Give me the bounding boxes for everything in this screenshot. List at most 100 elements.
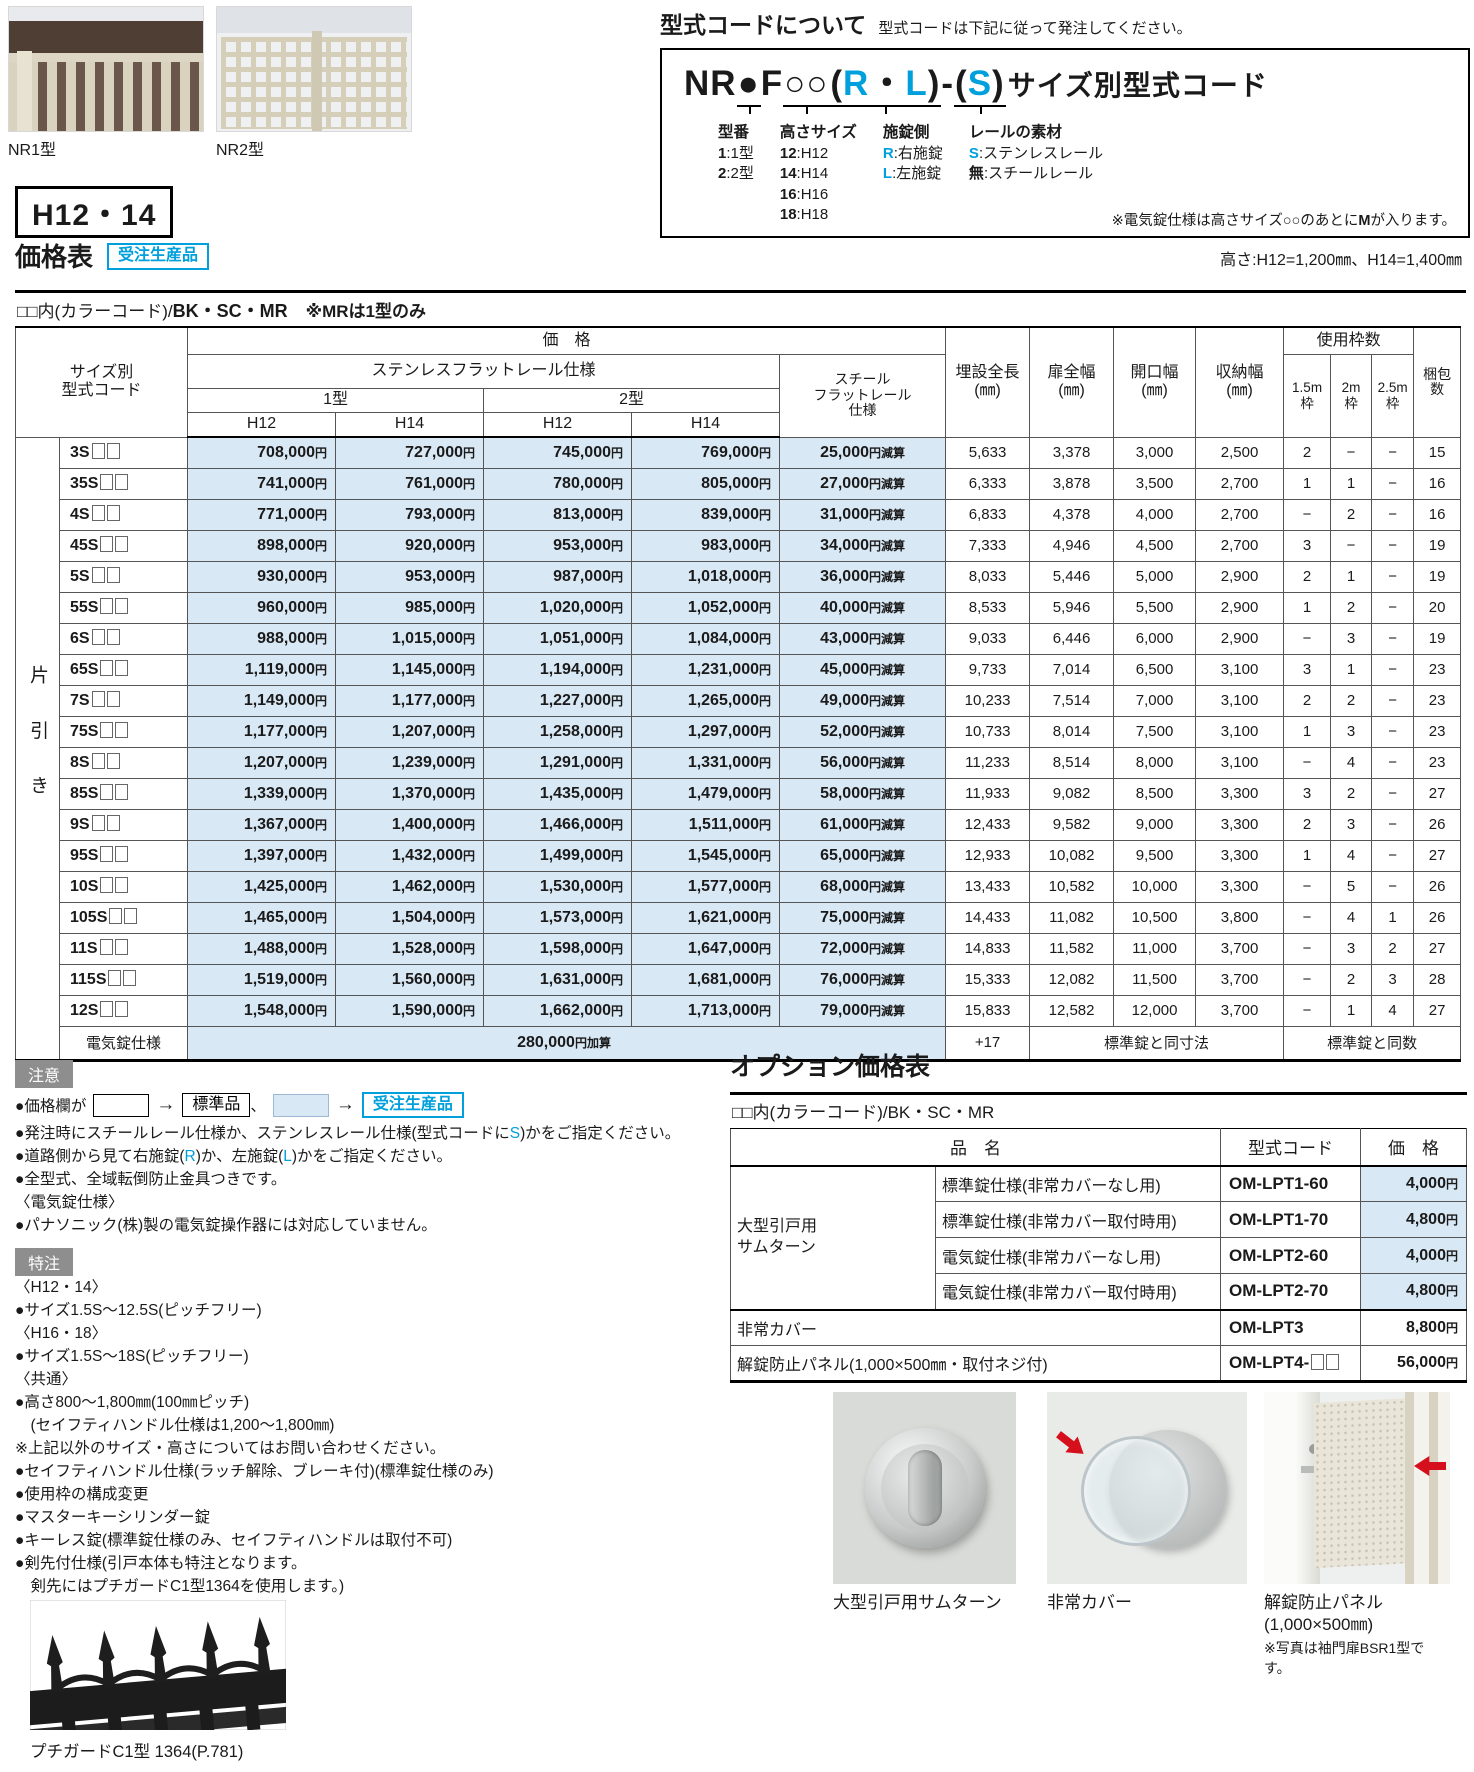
price-unit: 円 bbox=[315, 569, 328, 584]
price-unit: 円 bbox=[759, 569, 772, 584]
storage-width: 3,700 bbox=[1195, 963, 1285, 996]
price-unit: 円減算 bbox=[869, 755, 906, 770]
price-unit: 円 bbox=[315, 538, 328, 553]
price-number: 953,000 bbox=[405, 567, 463, 585]
buried-length: 7,333 bbox=[945, 529, 1031, 562]
price-unit: 円 bbox=[611, 569, 624, 584]
price-number: 1,331,000 bbox=[687, 753, 759, 771]
price-number: 1,149,000 bbox=[243, 691, 315, 709]
color-code-box bbox=[115, 660, 129, 676]
price-number: 1,590,000 bbox=[391, 1001, 463, 1019]
table-row: 55S 960,000円 985,000円 1,020,000円 1,052,000円 4… bbox=[16, 591, 1462, 624]
col-opening-width: 開口幅 (㎜) bbox=[1113, 326, 1197, 438]
price-unit: 円減算 bbox=[869, 724, 906, 739]
code-f: F bbox=[760, 64, 784, 103]
frames-1-5m: − bbox=[1283, 994, 1332, 1027]
price-unit: 円 bbox=[1445, 1212, 1458, 1227]
price-cell: 1,530,000円 bbox=[483, 870, 633, 903]
price-number: 1,425,000 bbox=[243, 877, 315, 895]
price-table-title: 価格表 bbox=[15, 241, 94, 272]
price-unit: 円 bbox=[1445, 1284, 1458, 1299]
price-number: 45,000 bbox=[820, 660, 869, 678]
price-cell: 1,145,000円 bbox=[335, 653, 485, 686]
code-lock-side: (R・L) bbox=[829, 66, 942, 114]
thumbturn-knob bbox=[864, 1428, 985, 1548]
frames-2m: 2 bbox=[1330, 498, 1373, 531]
door-width: 12,582 bbox=[1029, 994, 1115, 1027]
frames-2m: 2 bbox=[1330, 963, 1373, 996]
size-code: 5S bbox=[58, 560, 189, 593]
frames-2m: 3 bbox=[1330, 715, 1373, 748]
size-code: 4S bbox=[58, 498, 189, 531]
buried-length: 6,333 bbox=[945, 467, 1031, 500]
price-number: 839,000 bbox=[701, 505, 759, 523]
legend-item: 14:H14 bbox=[780, 164, 857, 184]
color-code-box bbox=[124, 908, 138, 924]
price-cell: 761,000円 bbox=[335, 467, 485, 500]
price-unit: 円 bbox=[315, 724, 328, 739]
price-cell: 1,573,000円 bbox=[483, 901, 633, 934]
figure-nr1: NR1型 bbox=[8, 6, 204, 160]
price-cell: 1,577,000円 bbox=[631, 870, 781, 903]
price-number: 1,258,000 bbox=[539, 722, 611, 740]
price-unit: 円 bbox=[759, 755, 772, 770]
steel-deduction-cell: 36,000円減算 bbox=[779, 560, 947, 593]
legend-desc: :右施錠 bbox=[893, 145, 943, 162]
col-price: 価 格 bbox=[187, 326, 947, 355]
package-count: 27 bbox=[1413, 932, 1462, 965]
price-unit: 円減算 bbox=[869, 631, 906, 646]
price-number: 1,577,000 bbox=[687, 877, 759, 895]
option-model-code: OM-LPT2-60 bbox=[1220, 1237, 1361, 1274]
col-height-h14: H14 bbox=[631, 411, 781, 438]
price-number: 745,000 bbox=[553, 443, 611, 461]
price-cell: 987,000円 bbox=[483, 560, 633, 593]
legend-key: 2 bbox=[718, 165, 727, 183]
price-cell: 985,000円 bbox=[335, 591, 485, 624]
price-cell: 1,499,000円 bbox=[483, 839, 633, 872]
arrow-icon: → bbox=[156, 1094, 176, 1115]
price-number: 4,800 bbox=[1405, 1210, 1446, 1228]
option-model-code: OM-LPT4- bbox=[1220, 1345, 1361, 1382]
color-code-box bbox=[100, 722, 114, 738]
buried-length: 8,533 bbox=[945, 591, 1031, 624]
price-unit: 円 bbox=[1445, 1248, 1458, 1263]
package-count: 23 bbox=[1413, 653, 1462, 686]
price-number: 1,367,000 bbox=[243, 815, 315, 833]
table-row: 5S 930,000円 953,000円 987,000円 1,018,000円 36,0… bbox=[16, 560, 1462, 593]
price-unit: 円減算 bbox=[869, 507, 906, 522]
price-number: 1,488,000 bbox=[243, 939, 315, 957]
frames-1-5m: 1 bbox=[1283, 715, 1332, 748]
price-unit: 円 bbox=[759, 879, 772, 894]
color-code-box bbox=[91, 629, 105, 645]
price-number: 1,466,000 bbox=[539, 815, 611, 833]
price-unit: 円 bbox=[315, 693, 328, 708]
price-unit: 円 bbox=[463, 476, 476, 491]
color-code-box bbox=[100, 474, 114, 490]
legend-key: R bbox=[882, 145, 894, 162]
custom-order-line: ●使用枠の構成変更 bbox=[15, 1486, 149, 1503]
package-count: 27 bbox=[1413, 777, 1462, 810]
price-number: 52,000 bbox=[820, 722, 869, 740]
price-unit: 円 bbox=[759, 600, 772, 615]
storage-width: 2,500 bbox=[1195, 436, 1285, 469]
price-cell: 1,519,000円 bbox=[187, 963, 337, 996]
option-row: 電気錠仕様(非常カバー取付時用) OM-LPT2-70 4,800円 bbox=[731, 1273, 1467, 1310]
unlock-panel-caption: 解錠防止パネル (1,000×500㎜) bbox=[1264, 1593, 1383, 1635]
opt-col-name: 品 名 bbox=[730, 1127, 1221, 1167]
price-cell: 793,000円 bbox=[335, 498, 485, 531]
price-unit: 円 bbox=[1445, 1320, 1458, 1335]
frames-2-5m: − bbox=[1371, 715, 1415, 748]
frames-2-5m: − bbox=[1371, 529, 1415, 562]
price-unit: 円 bbox=[463, 1003, 476, 1018]
frames-1-5m: − bbox=[1283, 901, 1332, 934]
package-count: 19 bbox=[1413, 560, 1462, 593]
legend-item: 16:H16 bbox=[780, 185, 857, 205]
price-number: 49,000 bbox=[820, 691, 869, 709]
storage-width: 3,700 bbox=[1195, 932, 1285, 965]
table-row: 11S 1,488,000円 1,528,000円 1,598,000円 1,647,0… bbox=[16, 932, 1462, 965]
price-number: 813,000 bbox=[553, 505, 611, 523]
opening-width: 5,500 bbox=[1113, 591, 1197, 624]
option-name: 解錠防止パネル(1,000×500㎜・取付ネジ付) bbox=[730, 1345, 1221, 1382]
price-cell: 1,297,000円 bbox=[631, 715, 781, 748]
legend-group-title: 施錠側 bbox=[882, 124, 930, 141]
